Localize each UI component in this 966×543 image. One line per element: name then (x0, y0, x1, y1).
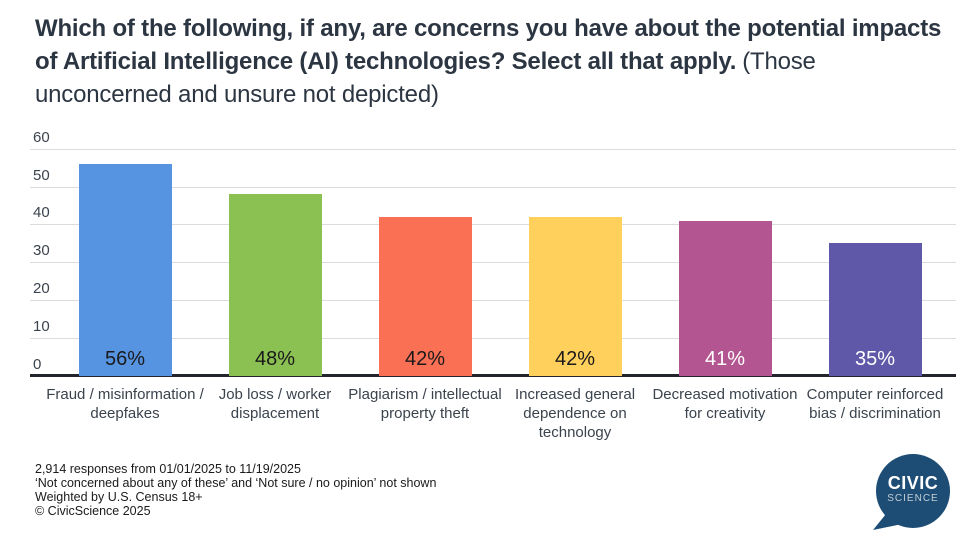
bar-5: 41% (678, 220, 772, 376)
x-category-label-3: Plagiarism / intellectual property theft (348, 386, 502, 422)
bar-value-label-1: 56% (104, 347, 146, 370)
gridline-50 (30, 186, 956, 188)
gridline-60 (30, 148, 956, 150)
gridline-10 (30, 338, 956, 340)
y-axis-tick-label-30: 30 (33, 242, 50, 260)
bar-value-label-2: 48% (254, 347, 296, 370)
bar-3: 42% (378, 216, 472, 376)
bar-value-label-4: 42% (554, 347, 596, 370)
y-axis-tick-label-10: 10 (33, 318, 50, 336)
gridline-30 (30, 262, 956, 264)
footer-weighting: Weighted by U.S. Census 18+ (35, 490, 203, 504)
footer-notes: 2,914 responses from 01/01/2025 to 11/19… (35, 462, 436, 518)
y-axis-tick-label-40: 40 (33, 204, 50, 222)
x-category-label-5: Decreased motivation for creativity (652, 386, 798, 422)
footer-exclusions: ‘Not concerned about any of these’ and ‘… (35, 476, 437, 490)
chart-title-question: Which of the following, if any, are conc… (35, 15, 942, 75)
bar-4: 42% (528, 216, 622, 376)
logo-text-civic: CIVIC (888, 473, 939, 493)
x-category-label-1: Fraud / misinformation / deepfakes (46, 386, 204, 422)
logo-text-science: SCIENCE (887, 493, 938, 504)
x-category-label-6: Computer reinforced bias / discriminatio… (806, 386, 944, 422)
gridline-20 (30, 300, 956, 302)
y-axis-tick-label-60: 60 (33, 128, 50, 146)
footer-copyright: © CivicScience 2025 (35, 504, 151, 518)
x-category-label-2: Job loss / worker displacement (218, 386, 332, 422)
y-axis-tick-label-0: 0 (33, 356, 42, 373)
bar-value-label-6: 35% (854, 347, 896, 370)
logo-speech-bubble-tail (873, 514, 902, 530)
bar-2: 48% (228, 194, 322, 376)
chart-title-note: (Those unconcerned and unsure not depict… (35, 48, 816, 108)
bar-value-label-5: 41% (704, 347, 746, 370)
x-axis-line (30, 374, 956, 377)
x-category-label-4: Increased general dependence on technolo… (514, 386, 636, 441)
y-axis-tick-label-20: 20 (33, 280, 50, 298)
bar-1: 56% (78, 163, 172, 376)
bar-value-label-3: 42% (404, 347, 446, 370)
logo-speech-bubble (876, 454, 950, 528)
y-axis-tick-label-50: 50 (33, 166, 50, 184)
footer-responses: 2,914 responses from 01/01/2025 to 11/19… (35, 462, 301, 476)
chart-title: Which of the following, if any, are conc… (35, 12, 943, 111)
bar-6: 35% (828, 243, 922, 376)
civicscience-logo: CIVIC SCIENCE (873, 454, 950, 530)
gridline-40 (30, 224, 956, 226)
